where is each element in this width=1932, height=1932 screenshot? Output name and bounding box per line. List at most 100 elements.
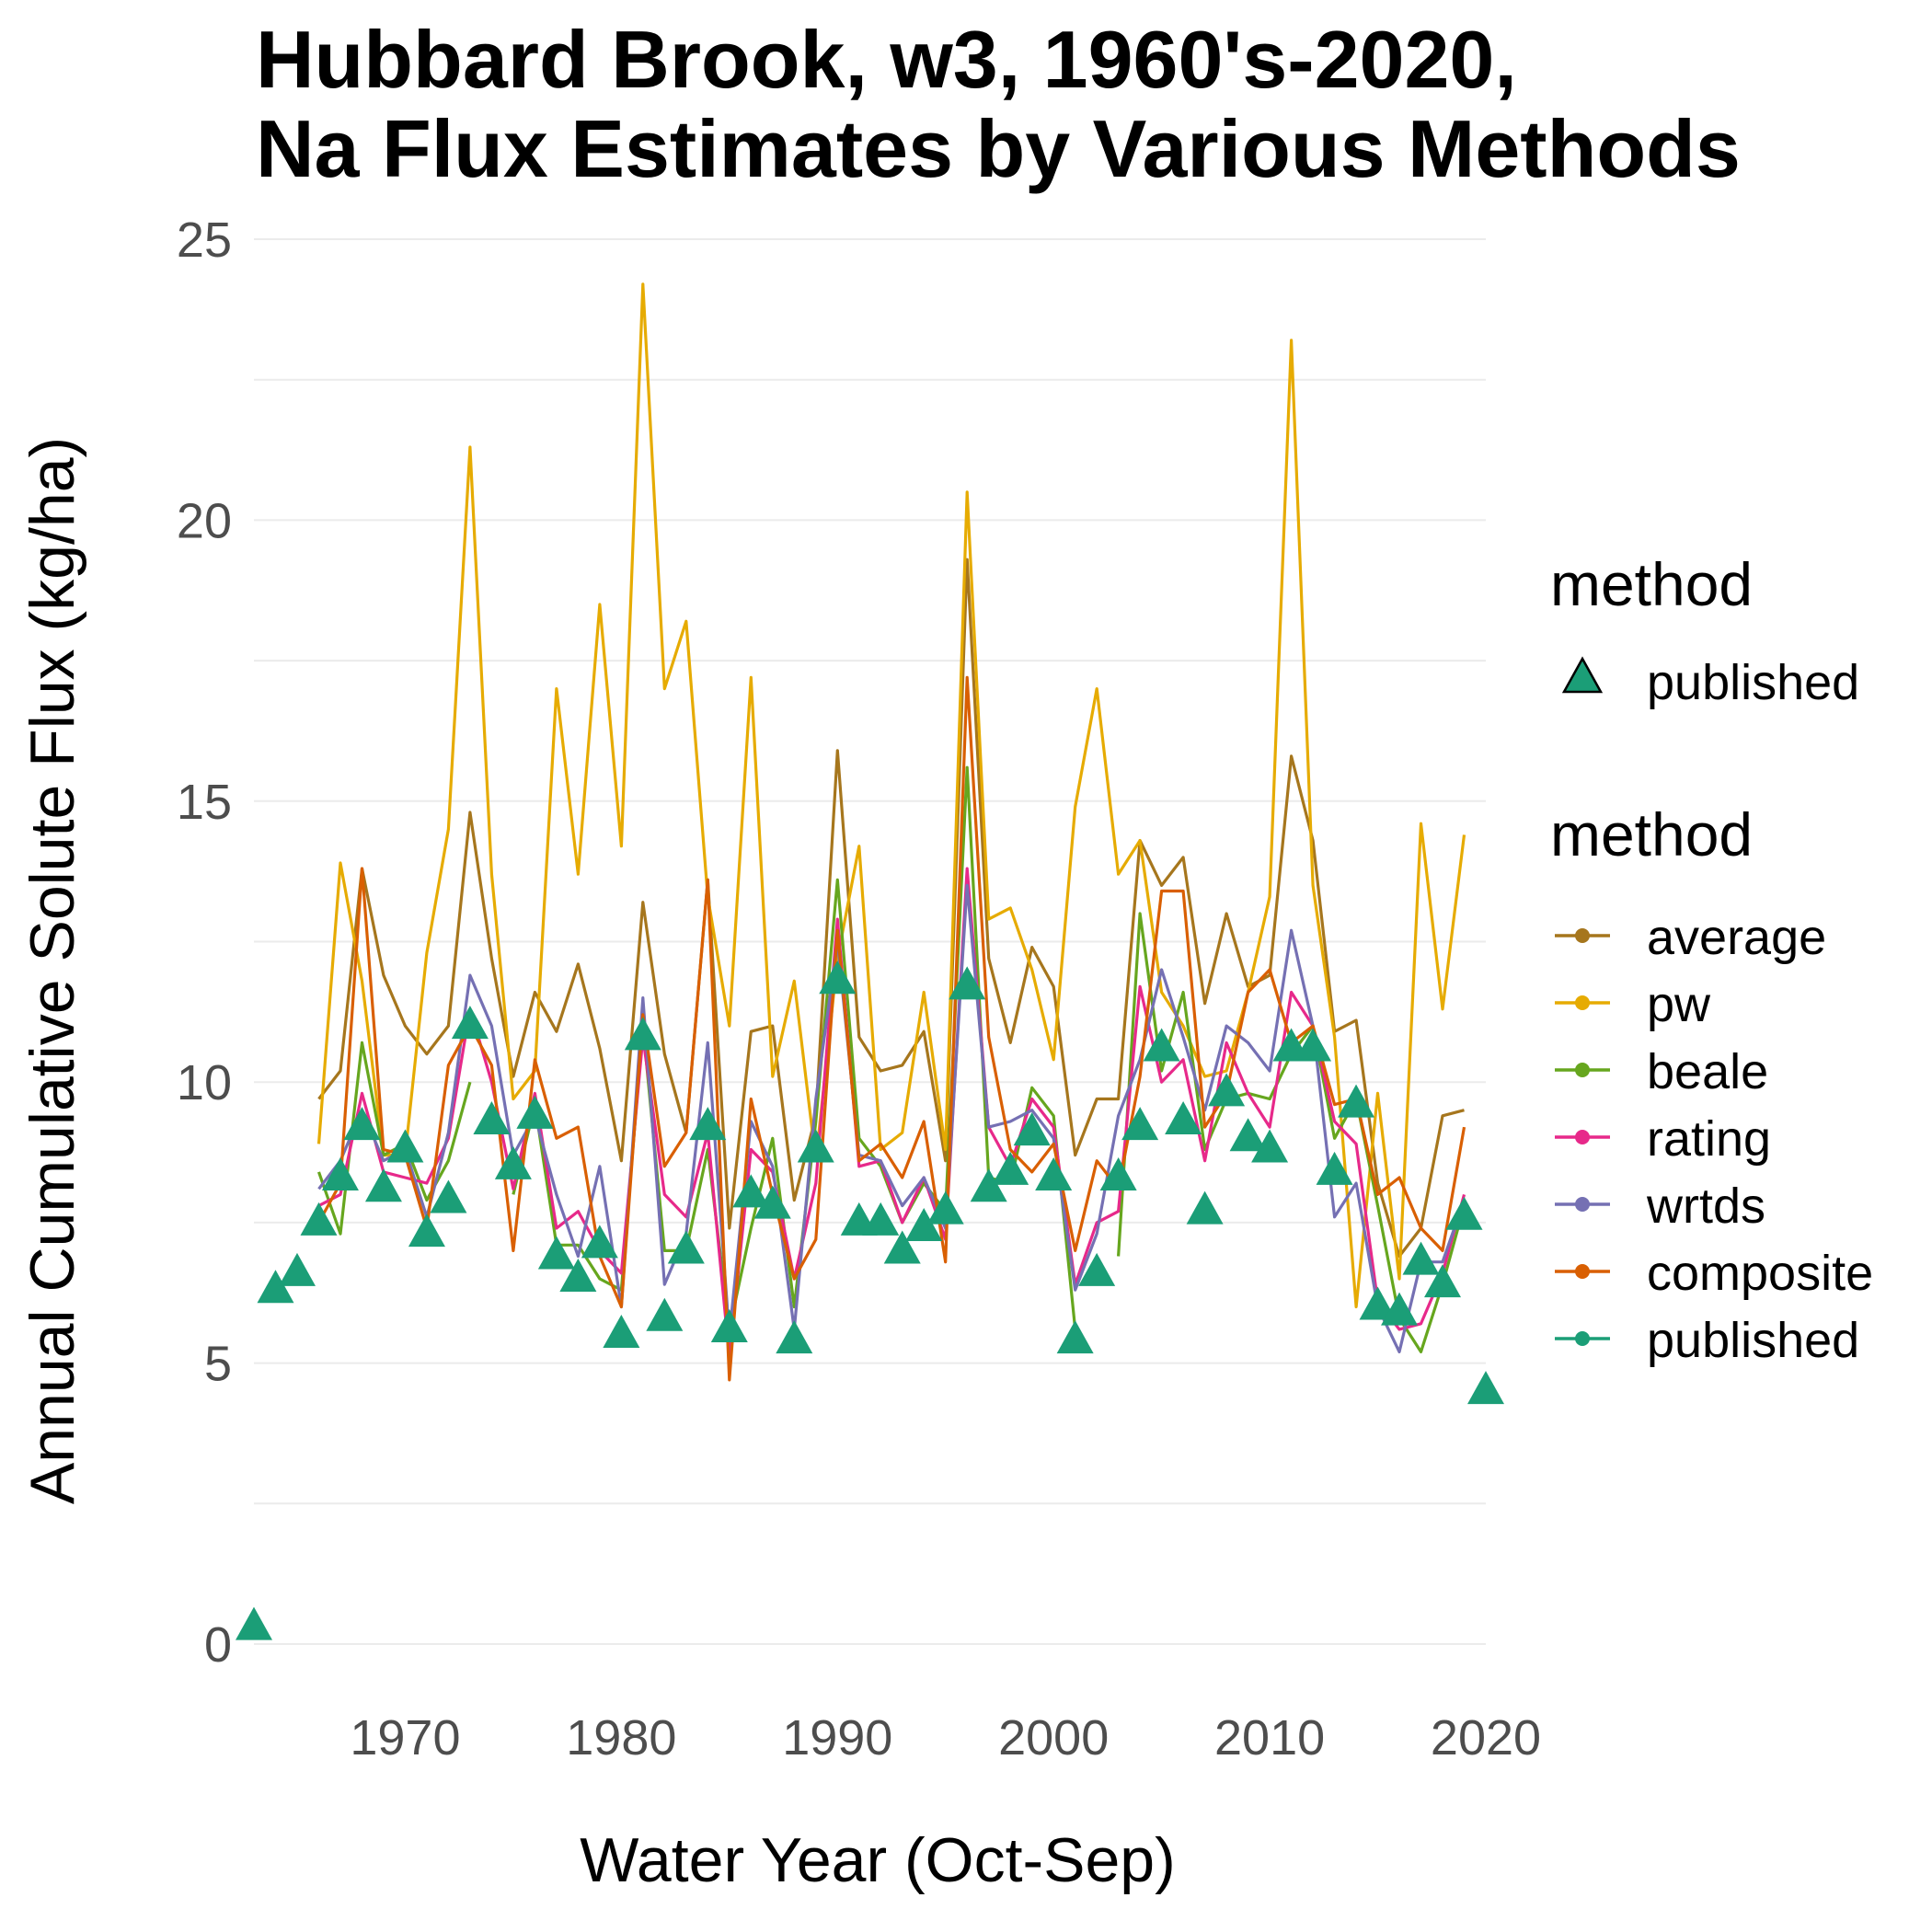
published-point	[603, 1315, 640, 1349]
published-point	[1294, 1028, 1332, 1062]
published-point	[1143, 1028, 1180, 1062]
legend-label-average: average	[1647, 910, 1826, 965]
published-point	[1359, 1286, 1397, 1320]
legend-key-dot	[1575, 1264, 1590, 1279]
published-point	[321, 1157, 359, 1191]
legend-label-rating: rating	[1647, 1111, 1771, 1167]
published-point	[1467, 1371, 1504, 1405]
published-point	[753, 1185, 791, 1219]
x-tick-label: 1970	[350, 1710, 460, 1765]
published-point	[537, 1236, 575, 1270]
legend-entry-wrtds: wrtds	[1555, 1179, 1765, 1234]
published-point	[776, 1320, 813, 1354]
published-point	[883, 1230, 921, 1264]
lines-legend-title: method	[1550, 800, 1753, 868]
published-point	[1402, 1241, 1440, 1275]
y-tick-label: 25	[177, 213, 232, 268]
published-point	[451, 1006, 489, 1040]
legend-key-triangle	[1561, 656, 1604, 694]
legend-entry-beale: beale	[1555, 1044, 1768, 1099]
legend-key-dot	[1575, 1197, 1590, 1212]
published-point	[1381, 1292, 1419, 1326]
published-point	[970, 1168, 1007, 1202]
legend-label-composite: composite	[1647, 1246, 1873, 1301]
y-axis-tick-labels: 0 5 10 15 20 25	[177, 213, 232, 1673]
legend-key-dot	[1575, 1130, 1590, 1144]
legend-label-published: published	[1647, 655, 1859, 710]
legend-key-dot	[1575, 1331, 1590, 1346]
published-point	[1251, 1129, 1289, 1163]
published-points	[236, 960, 1504, 1640]
x-tick-label: 2010	[1214, 1710, 1325, 1765]
legend-label-beale: beale	[1647, 1044, 1768, 1099]
published-point	[1338, 1084, 1375, 1118]
legend-entry-pw: pw	[1555, 977, 1711, 1032]
published-point	[1186, 1190, 1224, 1225]
published-point	[949, 966, 986, 1000]
legend-entry-average: average	[1555, 910, 1826, 965]
published-point	[408, 1213, 445, 1248]
chart-title-line-2: Na Flux Estimates by Various Methods	[256, 103, 1741, 194]
published-point	[1078, 1252, 1116, 1286]
legend-key-dot	[1575, 928, 1590, 943]
y-tick-label: 10	[177, 1055, 232, 1110]
published-point	[1035, 1157, 1073, 1191]
published-point	[646, 1297, 684, 1331]
published-point	[516, 1095, 554, 1129]
legend-label-pw: pw	[1647, 977, 1711, 1032]
published-point	[1229, 1118, 1267, 1152]
published-point	[1121, 1107, 1159, 1141]
legend-entry-rating: rating	[1555, 1111, 1771, 1167]
x-axis-tick-labels: 1970 1980 1990 2000 2010 2020	[350, 1710, 1541, 1765]
published-point	[992, 1151, 1029, 1185]
legend-key-dot	[1575, 1063, 1590, 1077]
published-point	[494, 1145, 532, 1179]
y-tick-label: 5	[204, 1337, 232, 1392]
published-point	[581, 1225, 618, 1259]
series-line-composite	[317, 675, 1466, 1382]
legend: method published method average pw beale ra…	[1550, 550, 1873, 1368]
legend-key-dot	[1575, 995, 1590, 1010]
chart-title: Hubbard Brook, w3, 1960's-2020, Na Flux …	[256, 14, 1741, 194]
published-point	[300, 1202, 338, 1236]
series-line-average	[317, 558, 1465, 1259]
published-point	[1445, 1196, 1483, 1230]
published-point	[364, 1168, 402, 1202]
y-tick-label: 15	[177, 775, 232, 830]
published-point	[689, 1107, 727, 1141]
lines-legend-entries: average pw beale rating wrtds composite publis…	[1555, 910, 1873, 1368]
chart-title-line-1: Hubbard Brook, w3, 1960's-2020,	[256, 14, 1517, 105]
published-point	[819, 960, 857, 995]
published-point	[862, 1202, 900, 1236]
grid-lines	[254, 238, 1486, 1645]
x-tick-label: 2020	[1431, 1710, 1541, 1765]
y-tick-label: 0	[204, 1617, 232, 1673]
legend-label-wrtds: wrtds	[1646, 1179, 1765, 1234]
published-point	[797, 1129, 834, 1163]
legend-entry-composite: composite	[1555, 1246, 1873, 1301]
published-point	[710, 1308, 748, 1342]
published-point	[430, 1179, 467, 1213]
published-point	[624, 1017, 661, 1051]
x-tick-label: 1990	[782, 1710, 892, 1765]
published-point	[1165, 1100, 1202, 1134]
points-legend-title: method	[1550, 550, 1753, 618]
series-lines	[316, 282, 1466, 1382]
published-point	[257, 1270, 294, 1304]
published-point	[473, 1100, 511, 1134]
published-point	[1316, 1151, 1353, 1185]
published-point	[278, 1252, 316, 1286]
published-point	[732, 1174, 770, 1208]
y-axis-title: Annual Cumulative Solute Flux (kg/ha)	[17, 437, 87, 1504]
published-point	[236, 1606, 272, 1640]
x-tick-label: 2000	[998, 1710, 1109, 1765]
published-point	[667, 1230, 705, 1264]
x-axis-title: Water Year (Oct-Sep)	[580, 1825, 1176, 1895]
published-point	[559, 1258, 597, 1292]
published-point	[926, 1190, 964, 1225]
x-tick-label: 1980	[566, 1710, 676, 1765]
published-point	[905, 1208, 943, 1242]
published-point	[1056, 1320, 1094, 1354]
series-line-wrtds	[317, 883, 1466, 1353]
